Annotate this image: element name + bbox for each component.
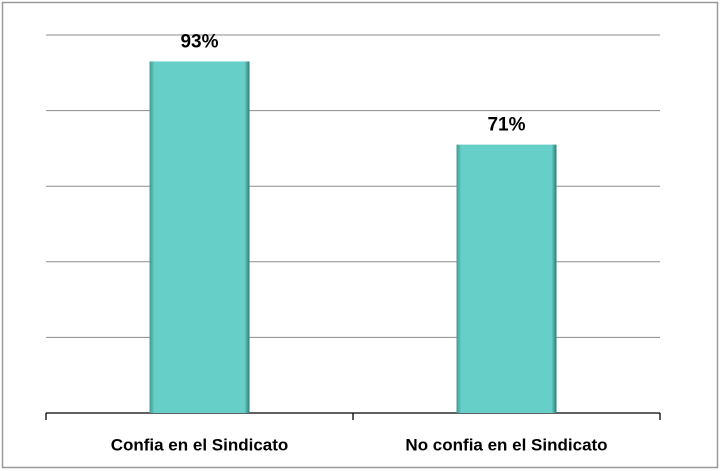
data-label: 93% [180, 31, 218, 52]
bar [149, 61, 250, 414]
bar [456, 144, 557, 413]
x-tick-label: No confia en el Sindicato [405, 435, 607, 454]
x-tick-label: Confia en el Sindicato [111, 435, 289, 454]
data-label: 71% [487, 115, 525, 136]
